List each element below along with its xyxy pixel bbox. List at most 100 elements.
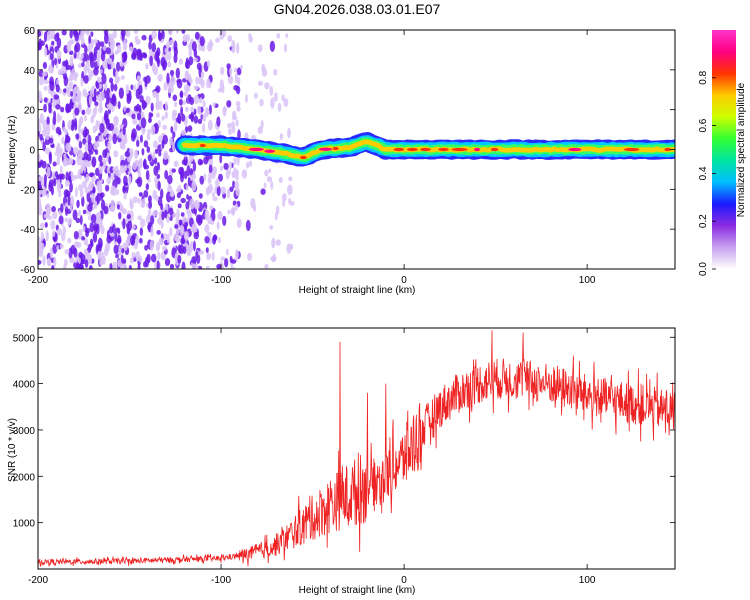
spectrogram-noise-blob: [99, 91, 105, 102]
spectrogram-noise-blob: [217, 237, 222, 244]
spectrogram-noise-blob: [173, 46, 178, 57]
spectrogram-noise-blob: [44, 222, 48, 228]
spectrogram-noise-blob: [157, 73, 163, 82]
spectrogram-noise-blob: [193, 231, 199, 240]
spectrogram-noise-blob: [56, 49, 62, 60]
spectrogram-noise-blob: [117, 234, 122, 245]
spectrogram-noise-blob: [75, 133, 80, 140]
spectrogram-noise-blob: [42, 255, 46, 266]
spectrogram-noise-blob: [67, 143, 72, 152]
spectrogram-noise-blob: [78, 140, 83, 149]
spectrogram-noise-blob: [43, 103, 47, 113]
spectrogram-y-tick-label: 60: [24, 26, 36, 37]
spectrogram-noise-blob: [191, 41, 197, 52]
spectrogram-noise-blob: [118, 87, 124, 99]
spectrogram-noise-blob: [56, 245, 60, 251]
spectrogram-noise-blob: [223, 162, 229, 171]
spectrogram-noise-blob: [248, 160, 253, 168]
spectrogram-noise-blob: [158, 237, 164, 246]
spectrogram-noise-blob: [193, 240, 196, 252]
spectrogram-noise-blob: [220, 66, 225, 76]
spectrogram-noise-blob: [149, 240, 155, 251]
spectrogram-noise-blob: [74, 42, 81, 53]
spectrogram-noise-blob: [92, 225, 99, 231]
spectrogram-noise-blob: [73, 71, 78, 82]
spectrogram-noise-blob: [128, 175, 132, 186]
spectrogram-noise-blob: [98, 135, 105, 143]
spectrogram-y-label: Frequency (Hz): [7, 116, 18, 185]
spectrogram-noise-blob: [57, 173, 64, 180]
spectrogram-noise-blob: [193, 94, 200, 105]
spectrogram-noise-blob: [112, 30, 117, 39]
spectrogram-noise-blob: [167, 60, 172, 68]
spectrogram-noise-blob: [211, 192, 215, 198]
spectrogram-noise-blob: [124, 164, 128, 171]
spectrogram-noise-blob: [133, 30, 139, 35]
spectrogram-noise-blob: [74, 241, 79, 248]
spectrogram-noise-blob: [180, 106, 184, 116]
spectrogram-noise-blob: [107, 140, 112, 151]
spectrogram-noise-blob: [169, 216, 173, 222]
spectrogram-noise-blob: [88, 35, 92, 44]
spectrogram-noise-blob: [207, 119, 213, 131]
spectrogram-noise-blob: [228, 128, 232, 136]
spectrogram-x-tick-label: -200: [28, 275, 48, 286]
spectrogram-noise-blob: [282, 193, 287, 202]
spectrogram-noise-blob: [227, 35, 233, 43]
spectrogram-noise-blob: [245, 94, 248, 103]
snr-x-ticks: -200 -100 0 100: [28, 328, 596, 586]
spectrogram-noise-blob: [152, 151, 156, 160]
spectrogram-noise: [38, 30, 295, 269]
spectrogram-noise-blob: [73, 30, 79, 38]
spectrogram-noise-blob: [126, 223, 130, 229]
snr-x-tick-label: 0: [401, 575, 407, 586]
spectrogram-noise-blob: [51, 40, 55, 46]
spectrogram-noise-blob: [152, 140, 159, 149]
spectrogram-noise-blob: [181, 30, 186, 34]
spectrogram-noise-blob: [110, 61, 115, 70]
spectrogram-noise-blob: [233, 67, 238, 73]
spectrogram-noise-blob: [131, 54, 137, 61]
spectrogram-noise-blob: [148, 41, 152, 50]
spectrogram-band-peak: [420, 147, 431, 152]
spectrogram-noise-blob: [168, 30, 173, 36]
spectrogram-noise-blob: [175, 228, 180, 236]
spectrogram-noise-blob: [59, 243, 64, 249]
snr-y-ticks: 1000 2000 3000 4000 5000: [13, 333, 675, 530]
spectrogram-noise-blob: [88, 265, 93, 269]
spectrogram-noise-blob: [142, 159, 146, 169]
spectrogram-noise-blob: [191, 256, 197, 264]
spectrogram-noise-blob: [164, 209, 168, 219]
spectrogram-noise-blob: [198, 193, 203, 199]
spectrogram-noise-blob: [190, 106, 195, 113]
spectrogram-noise-blob: [263, 182, 267, 189]
spectrogram-noise-blob: [79, 215, 83, 226]
spectrogram-noise-blob: [208, 41, 214, 47]
spectrogram-noise-blob: [269, 85, 274, 96]
spectrogram-noise-blob: [183, 83, 189, 92]
spectrogram-noise-blob: [217, 173, 224, 182]
spectrogram-noise-blob: [150, 125, 156, 136]
spectrogram-noise-blob: [232, 180, 236, 189]
spectrogram-noise-blob: [38, 30, 42, 37]
spectrogram-y-tick-label: 40: [24, 66, 36, 77]
spectrogram-noise-blob: [133, 105, 139, 112]
spectrogram-noise-blob: [81, 109, 86, 116]
spectrogram-noise-blob: [85, 173, 89, 183]
spectrogram-noise-blob: [230, 266, 236, 269]
spectrogram-noise-blob: [236, 218, 242, 229]
spectrogram-noise-blob: [84, 187, 90, 194]
spectrogram-noise-blob: [154, 51, 159, 62]
spectrogram-x-tick-label: 0: [401, 275, 407, 286]
spectrogram-noise-blob: [84, 44, 88, 55]
spectrogram-noise-blob: [156, 260, 160, 269]
spectrogram-noise-blob: [269, 225, 274, 230]
spectrogram-noise-blob: [69, 81, 74, 87]
spectrogram-noise-blob: [216, 185, 221, 197]
spectrogram-noise-blob: [133, 149, 139, 159]
spectrogram-band-peak: [438, 147, 449, 152]
spectrogram-noise-blob: [95, 141, 100, 147]
spectrogram-noise-blob: [195, 214, 201, 224]
spectrogram-noise-blob: [132, 47, 138, 57]
spectrogram-band-peak: [264, 149, 275, 153]
